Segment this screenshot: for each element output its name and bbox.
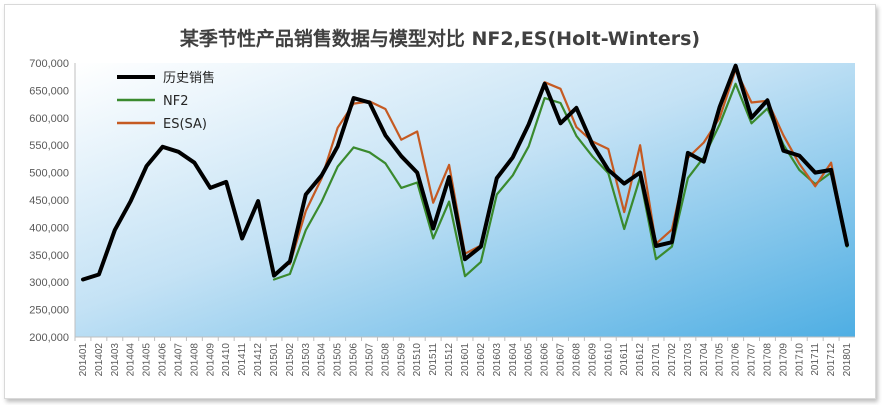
x-tick-label: 201505 — [333, 343, 344, 377]
x-tick-label: 201601 — [460, 343, 471, 377]
x-tick-label: 201611 — [619, 343, 630, 376]
series-line-0 — [81, 63, 849, 282]
x-tick-label: 201501 — [269, 343, 280, 377]
x-tick-label: 201604 — [508, 343, 519, 377]
x-tick-label: 201504 — [317, 343, 328, 377]
x-tick-label: 201704 — [699, 343, 710, 377]
x-tick-label: 201507 — [364, 343, 375, 377]
line-chart: 某季节性产品销售数据与模型对比 NF2,ES(Holt-Winters) 200… — [29, 27, 855, 377]
y-tick-label: 200,000 — [29, 332, 69, 344]
y-tick-label: 300,000 — [29, 277, 69, 289]
x-tick-label: 201409 — [205, 343, 216, 377]
x-tick-label: 201410 — [221, 343, 232, 377]
legend-label-2: ES(SA) — [163, 117, 207, 132]
y-tick-label: 500,000 — [29, 168, 69, 180]
x-tick-label: 201403 — [110, 343, 121, 377]
x-tick-label: 201709 — [778, 343, 789, 377]
chart-frame: 某季节性产品销售数据与模型对比 NF2,ES(Holt-Winters) 200… — [4, 4, 876, 399]
x-tick-label: 201602 — [476, 343, 487, 377]
x-tick-label: 201707 — [747, 343, 758, 377]
x-tick-label: 201701 — [651, 343, 662, 377]
chart-title: 某季节性产品销售数据与模型对比 NF2,ES(Holt-Winters) — [180, 27, 700, 50]
x-tick-label: 201509 — [396, 343, 407, 377]
plot-area — [75, 63, 855, 337]
legend-label-0: 历史销售 — [163, 70, 215, 86]
x-tick-label: 201711 — [810, 343, 821, 376]
x-tick-label: 201407 — [173, 343, 184, 377]
x-tick-label: 201708 — [762, 343, 773, 377]
legend: 历史销售 NF2 ES(SA) — [117, 70, 215, 132]
x-tick-label: 201401 — [78, 343, 89, 377]
x-tick-label: 201503 — [301, 343, 312, 377]
x-tick-label: 201603 — [492, 343, 503, 377]
x-tick-label: 201801 — [842, 343, 853, 377]
series-line-2 — [288, 68, 849, 266]
y-axis: 200,000 250,000 300,000 350,000 400,000 450,0… — [29, 58, 76, 344]
x-tick-label: 201510 — [412, 343, 423, 377]
x-tick-label: 201408 — [189, 343, 200, 377]
x-tick-label: 201412 — [253, 343, 264, 377]
x-tick-label: 201506 — [349, 343, 360, 377]
x-axis: 201401 201402 201403 201404 201405 201406 2014… — [74, 336, 855, 377]
x-tick-label: 201607 — [556, 343, 567, 377]
series-lines — [81, 63, 849, 282]
y-tick-label: 250,000 — [29, 305, 69, 317]
x-tick-label: 201512 — [444, 343, 455, 377]
y-tick-label: 450,000 — [29, 195, 69, 207]
x-tick-label: 201710 — [794, 343, 805, 377]
x-tick-label: 201608 — [571, 343, 582, 377]
x-tick-label: 201405 — [142, 343, 153, 377]
legend-label-1: NF2 — [163, 94, 188, 109]
x-tick-label: 201610 — [603, 343, 614, 377]
x-tick-label: 201502 — [285, 343, 296, 377]
y-tick-label: 550,000 — [29, 140, 69, 152]
series-line-1 — [272, 82, 849, 281]
x-tick-label: 201703 — [683, 343, 694, 377]
x-tick-label: 201402 — [94, 343, 105, 377]
y-tick-label: 600,000 — [29, 113, 69, 125]
x-tick-label: 201612 — [635, 343, 646, 377]
x-tick-label: 201406 — [158, 343, 169, 377]
y-tick-label: 700,000 — [29, 58, 69, 70]
x-tick-label: 201712 — [826, 343, 837, 377]
x-tick-label: 201508 — [380, 343, 391, 377]
y-tick-label: 400,000 — [29, 222, 69, 234]
x-tick-label: 201511 — [428, 343, 439, 376]
x-tick-label: 201702 — [667, 343, 678, 377]
x-tick-label: 201706 — [731, 343, 742, 377]
y-tick-label: 350,000 — [29, 250, 69, 262]
x-tick-label: 201606 — [540, 343, 551, 377]
x-tick-label: 201404 — [126, 343, 137, 377]
x-tick-label: 201705 — [715, 343, 726, 377]
y-tick-label: 650,000 — [29, 85, 69, 97]
x-tick-label: 201609 — [587, 343, 598, 377]
x-tick-label: 201605 — [524, 343, 535, 377]
x-tick-label: 201411 — [237, 343, 248, 376]
